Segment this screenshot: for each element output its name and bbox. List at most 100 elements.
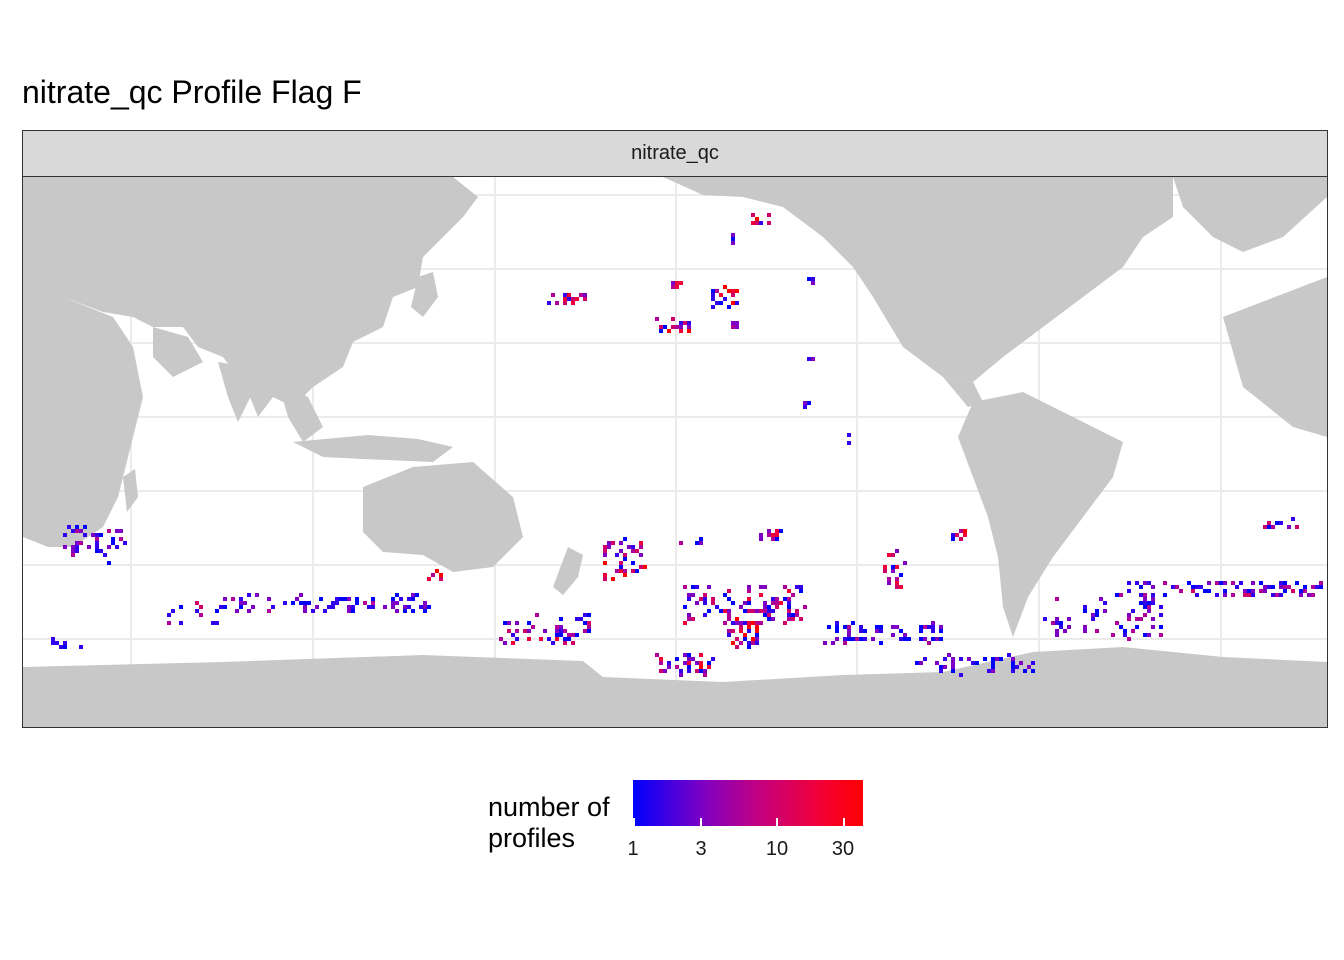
profile-cell — [1139, 593, 1143, 597]
profile-cell — [923, 625, 927, 629]
profile-cell — [1259, 581, 1263, 585]
profile-cell — [639, 553, 643, 557]
profile-cell — [231, 597, 235, 601]
profile-cell — [1287, 525, 1291, 529]
profile-cell — [687, 593, 691, 597]
profile-cell — [391, 597, 395, 601]
profile-cell — [623, 573, 627, 577]
profile-cell — [79, 529, 83, 533]
profile-cell — [779, 601, 783, 605]
profile-cell — [567, 633, 571, 637]
profile-cell — [1083, 605, 1087, 609]
profile-cell — [563, 297, 567, 301]
profile-cell — [703, 673, 707, 677]
legend-tick-label: 1 — [627, 838, 639, 860]
profile-cell — [215, 609, 219, 613]
profile-cell — [567, 293, 571, 297]
profile-cell — [747, 601, 751, 605]
profile-cell — [663, 325, 667, 329]
legend-title-line2: profiles — [488, 823, 576, 853]
profile-cell — [747, 625, 751, 629]
profile-cell — [751, 221, 755, 225]
profile-cell — [503, 621, 507, 625]
profile-cell — [99, 533, 103, 537]
world-map — [23, 177, 1327, 727]
profile-cell — [775, 597, 779, 601]
profile-cell — [1147, 633, 1151, 637]
profile-cell — [95, 537, 99, 541]
profile-cell — [719, 293, 723, 297]
profile-cell — [847, 629, 851, 633]
profile-cell — [587, 621, 591, 625]
profile-cell — [563, 641, 567, 645]
profile-cell — [1055, 617, 1059, 621]
land-australia — [363, 462, 523, 572]
profile-cell — [659, 669, 663, 673]
profile-cell — [1119, 625, 1123, 629]
profile-cell — [771, 597, 775, 601]
profile-cell — [1299, 593, 1303, 597]
profile-cell — [347, 605, 351, 609]
profile-cell — [1303, 589, 1307, 593]
profile-cell — [535, 613, 539, 617]
profile-cell — [991, 669, 995, 673]
profile-cell — [675, 281, 679, 285]
profile-cell — [307, 601, 311, 605]
profile-cell — [211, 621, 215, 625]
profile-cell — [767, 533, 771, 537]
profile-cell — [887, 577, 891, 581]
profile-cell — [727, 289, 731, 293]
profile-cell — [555, 301, 559, 305]
profile-cell — [703, 597, 707, 601]
profile-cell — [1019, 661, 1023, 665]
profile-cell — [543, 629, 547, 633]
profile-cell — [767, 617, 771, 621]
profile-cell — [1267, 525, 1271, 529]
profile-cell — [903, 637, 907, 641]
profile-cell — [539, 637, 543, 641]
profile-cell — [603, 573, 607, 577]
profile-cell — [1103, 609, 1107, 613]
profile-cell — [699, 665, 703, 669]
profile-cell — [963, 529, 967, 533]
profile-cell — [875, 629, 879, 633]
profile-cell — [1015, 665, 1019, 669]
profile-cell — [731, 641, 735, 645]
profile-cell — [891, 633, 895, 637]
profile-cell — [715, 605, 719, 609]
profile-cell — [79, 645, 83, 649]
profile-cell — [283, 601, 287, 605]
profile-cell — [1103, 601, 1107, 605]
profile-cell — [703, 613, 707, 617]
profile-cell — [843, 625, 847, 629]
profile-cell — [551, 641, 555, 645]
profile-cell — [571, 633, 575, 637]
profile-cell — [267, 609, 271, 613]
profile-cell — [727, 629, 731, 633]
profile-cell — [583, 621, 587, 625]
profile-cell — [623, 537, 627, 541]
profile-cell — [835, 625, 839, 629]
profile-cell — [699, 661, 703, 665]
profile-cell — [659, 325, 663, 329]
profile-cell — [1251, 593, 1255, 597]
profile-cell — [407, 597, 411, 601]
profile-cell — [515, 629, 519, 633]
profile-cell — [303, 601, 307, 605]
profile-cell — [1143, 601, 1147, 605]
profile-cell — [767, 609, 771, 613]
profile-cell — [423, 601, 427, 605]
profile-cell — [903, 561, 907, 565]
profile-cell — [171, 609, 175, 613]
profile-cell — [775, 537, 779, 541]
profile-cell — [767, 529, 771, 533]
profile-cell — [991, 661, 995, 665]
profile-cell — [1303, 585, 1307, 589]
profile-cell — [119, 537, 123, 541]
profile-cell — [775, 605, 779, 609]
profile-cell — [83, 533, 87, 537]
profile-cell — [755, 629, 759, 633]
profile-cell — [575, 297, 579, 301]
profile-cell — [343, 597, 347, 601]
profile-cell — [887, 553, 891, 557]
